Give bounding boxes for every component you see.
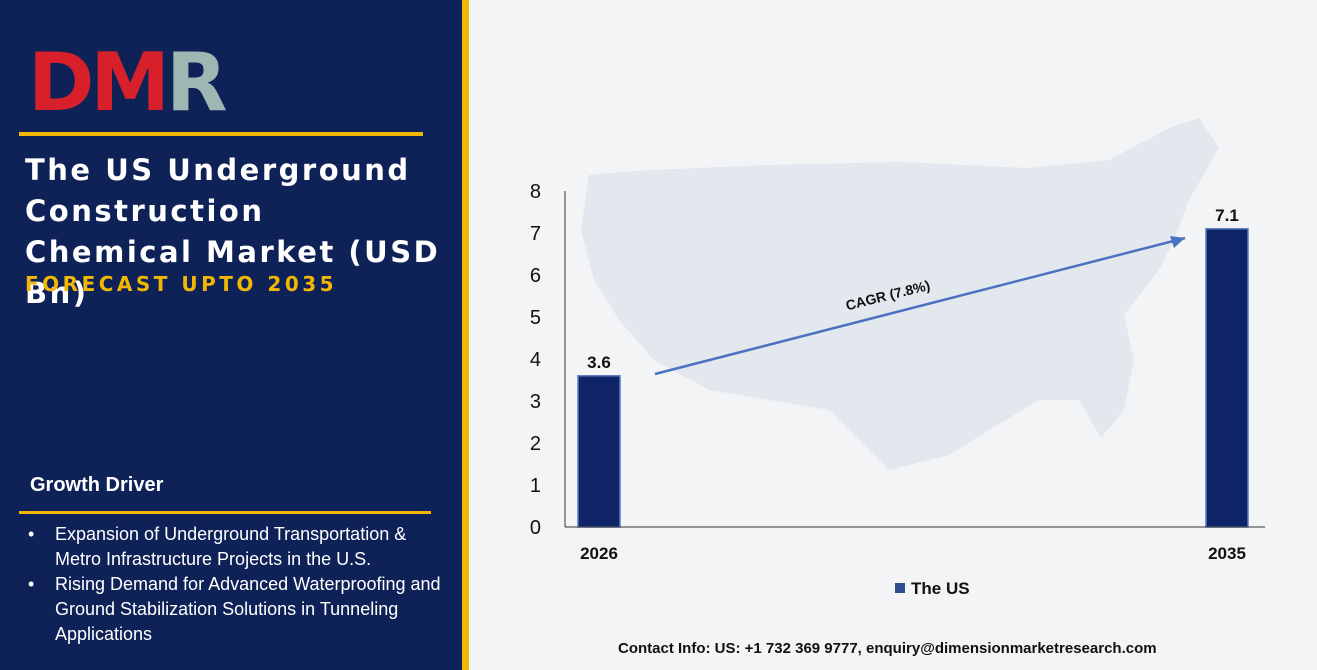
- y-axis: 0 1 2 3 4 5 6 7 8: [530, 181, 566, 539]
- data-label: 7.1: [1215, 206, 1239, 225]
- page-subtitle: FORECAST UPTO 2035: [25, 272, 338, 296]
- svg-text:DMR: DMR: [28, 38, 226, 120]
- y-tick-label: 3: [530, 391, 541, 413]
- left-panel: DMR The US Underground Construction Chem…: [0, 0, 462, 670]
- bar-2026: [577, 375, 621, 528]
- y-tick-label: 4: [530, 349, 541, 371]
- us-map-icon: [581, 118, 1219, 470]
- growth-driver-divider: [19, 511, 431, 514]
- chart-legend: The US: [895, 579, 970, 598]
- dmr-logo: DMR: [28, 38, 230, 120]
- y-tick-label: 1: [530, 475, 541, 497]
- y-tick-label: 5: [530, 307, 541, 329]
- legend-label: The US: [911, 579, 970, 598]
- cagr-arrow: [654, 236, 1186, 376]
- y-tick-label: 6: [530, 265, 541, 287]
- y-tick-label: 8: [530, 181, 541, 203]
- growth-driver-list: Expansion of Underground Transportation …: [28, 522, 448, 647]
- growth-driver-heading: Growth Driver: [30, 474, 164, 496]
- bars: 3.6 7.1: [577, 206, 1249, 528]
- logo-letter-r: R: [166, 38, 226, 120]
- y-tick-label: 7: [530, 223, 541, 245]
- x-tick-label: 2026: [580, 544, 618, 563]
- y-tick-label: 0: [530, 517, 541, 539]
- logo-letter-d: D: [28, 38, 91, 120]
- cagr-arrowhead: [1170, 236, 1185, 248]
- legend-swatch: [895, 583, 905, 593]
- logo-letter-m: M: [90, 38, 166, 120]
- y-tick-label: 2: [530, 433, 541, 455]
- page-title: The US Underground Construction Chemical…: [25, 153, 441, 310]
- x-tick-label: 2035: [1208, 544, 1246, 563]
- title-divider: [19, 132, 423, 136]
- data-label: 3.6: [587, 353, 611, 372]
- growth-driver-item: Expansion of Underground Transportation …: [28, 522, 448, 572]
- x-axis: 2026 2035: [565, 526, 1265, 563]
- growth-driver-item: Rising Demand for Advanced Waterproofing…: [28, 572, 448, 647]
- gold-separator: [462, 0, 469, 670]
- bar-2035: [1205, 228, 1249, 528]
- contact-info: Contact Info: US: +1 732 369 9777, enqui…: [618, 640, 1157, 657]
